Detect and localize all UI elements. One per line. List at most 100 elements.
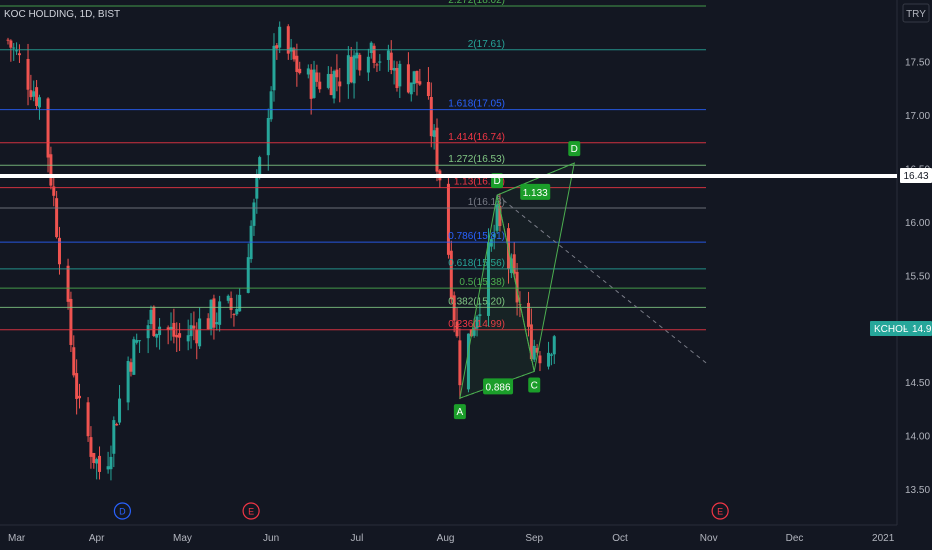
candle-body [175,334,179,338]
ratio-label: 1.133 [523,188,548,199]
candle-body [6,39,10,41]
candle-body [292,48,296,60]
fib-level-label: 0.5(15.38) [459,277,505,288]
candle-body [166,327,170,330]
candle-body [532,345,536,360]
candle-body [169,326,173,330]
last-price-sep: - [904,324,907,335]
candle-body [206,318,210,330]
candle-body [129,362,133,372]
candle-body [118,398,122,423]
fib-level-label: 0.786(15.81) [448,231,505,242]
candle-body [492,234,496,237]
candle-body [398,63,402,87]
candle-body [72,347,76,376]
ratio-label: 0.886 [486,382,511,393]
event-marker-circle[interactable] [113,502,132,520]
candle-body [69,298,73,345]
pattern-point-box[interactable] [453,404,466,420]
candle-body [109,456,113,470]
candle-body [198,318,202,347]
price-axis: 13.5014.0014.5015.0015.5016.0016.5017.00… [905,58,930,496]
fib-level-label: 0.618(15.56) [448,258,505,269]
candle-body [37,97,41,108]
event-marker-label: E [717,507,723,517]
candle-body [366,56,370,73]
candle-body [115,424,119,426]
candle-body [17,53,21,56]
candle-body [152,306,156,336]
candle-body [52,186,56,196]
candle-body [346,55,350,85]
pattern-point-box[interactable] [528,377,541,393]
price-tick-label: 16.00 [905,218,930,229]
candle-body [146,325,150,339]
candle-body [269,91,273,120]
pattern-triangle-bcd[interactable] [496,162,575,372]
candle-body [498,206,502,227]
candle-body [232,314,236,316]
time-tick-label: Jun [263,533,279,544]
candle-body [149,309,153,324]
candle-body [9,40,13,48]
fib-level-label: 0.236(14.99) [448,319,505,330]
candle-body [212,298,216,328]
candle-body [235,308,239,315]
candle-body [229,297,233,311]
candles [6,21,556,481]
last-price-value: 14.99 [912,324,932,335]
candle-body [326,73,330,88]
candle-body [272,45,276,91]
candle-body [92,453,96,463]
candle-body [375,64,379,66]
fib-level-label: 1(16.13) [468,197,505,208]
event-marker-circle[interactable] [242,502,260,520]
candle-body [535,348,539,353]
candle-body [372,45,376,63]
time-tick-label: Jul [351,533,364,544]
level-price-tag [900,168,932,183]
pattern-point-label: C [531,380,538,391]
price-tick-label: 14.00 [905,432,930,443]
currency-label: TRY [906,9,926,20]
candle-body [489,239,493,247]
price-tick-label: 13.50 [905,485,930,496]
candle-body [112,420,116,454]
candle-body [472,328,476,336]
candle-body [226,295,230,301]
candle-body [486,242,490,316]
candle-body [29,90,33,98]
candle-body [138,340,142,342]
candle-body [46,98,50,158]
candle-body [89,437,93,457]
candle-body [189,325,193,337]
candle-body [238,294,242,312]
candle-body [386,50,390,60]
candle-body [335,69,339,78]
currency-badge[interactable] [902,3,930,23]
event-marker-label: E [248,507,254,517]
pattern-ac-line [459,370,535,399]
ratio-box[interactable] [520,183,551,200]
candle-body [512,254,516,274]
candle-body [155,334,159,338]
fib-level-label: 0.382(15.20) [448,296,505,307]
candle-body [132,339,136,375]
fib-level-label: 2.272(18.02) [448,0,505,6]
candle-body [258,157,262,177]
time-tick-label: 2021 [872,533,895,544]
candle-body [15,50,19,52]
event-marker-circle[interactable] [711,502,729,520]
candle-body [552,336,556,355]
ratio-box[interactable] [483,378,514,395]
candle-body [435,127,439,172]
pattern-point-box[interactable] [568,141,581,157]
candle-body [209,299,213,330]
candle-body [106,466,110,470]
candle-body [57,237,61,265]
candle-body [418,81,422,85]
fib-level-label: 1.272(16.53) [448,154,505,165]
candle-body [446,183,450,255]
time-tick-label: Dec [786,533,804,544]
